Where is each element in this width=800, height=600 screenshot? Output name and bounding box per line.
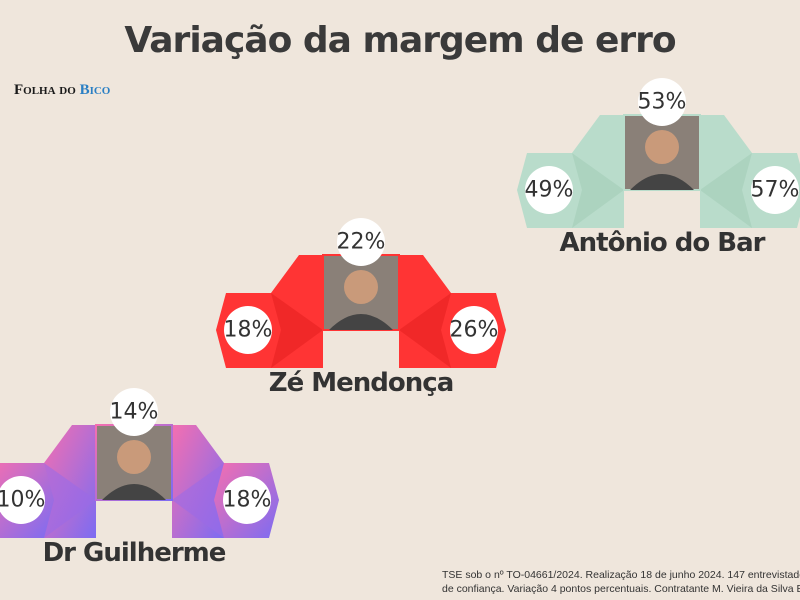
low-label: 49%: [525, 178, 574, 203]
label-circle: [224, 306, 272, 354]
wing-shade: [700, 153, 752, 228]
high-label: 18%: [223, 488, 272, 513]
high-label: 57%: [751, 178, 800, 203]
candidate-name: Dr Guilherme: [43, 538, 226, 568]
wing-shade: [44, 463, 96, 538]
estimate-label: 53%: [638, 90, 687, 115]
label-circle: [110, 388, 158, 436]
candidate-name: Zé Mendonça: [269, 368, 454, 398]
photo-head: [117, 440, 151, 474]
photo-head: [344, 270, 378, 304]
logo-main: Folha do: [14, 82, 76, 98]
label-circle: [525, 166, 573, 214]
label-circle: [751, 166, 799, 214]
footer-line: de confiança. Variação 4 pontos percentu…: [442, 583, 800, 595]
photo-body: [329, 314, 393, 330]
logo-accent: Bico: [79, 82, 111, 98]
candidate-name: Antônio do Bar: [560, 228, 766, 258]
label-circle: [0, 476, 45, 524]
estimate-label: 22%: [337, 230, 386, 255]
photo-body: [102, 484, 166, 500]
wing-shade: [172, 463, 224, 538]
label-circle: [450, 306, 498, 354]
label-circle: [223, 476, 271, 524]
low-label: 10%: [0, 488, 45, 513]
wing-shade: [572, 153, 624, 228]
title: Variação da margem de erro: [124, 20, 676, 61]
photo-head: [645, 130, 679, 164]
low-label: 18%: [224, 318, 273, 343]
high-label: 26%: [450, 318, 499, 343]
label-circle: [337, 218, 385, 266]
wing-shade: [271, 293, 323, 368]
estimate-label: 14%: [110, 400, 159, 425]
label-circle: [638, 78, 686, 126]
wing-shade: [399, 293, 451, 368]
footer: TSE sob o nº TO-04661/2024. Realização 1…: [442, 568, 800, 596]
footer-line: TSE sob o nº TO-04661/2024. Realização 1…: [442, 569, 800, 581]
photo-body: [630, 174, 694, 190]
logo: Folha do Bico: [14, 82, 110, 99]
